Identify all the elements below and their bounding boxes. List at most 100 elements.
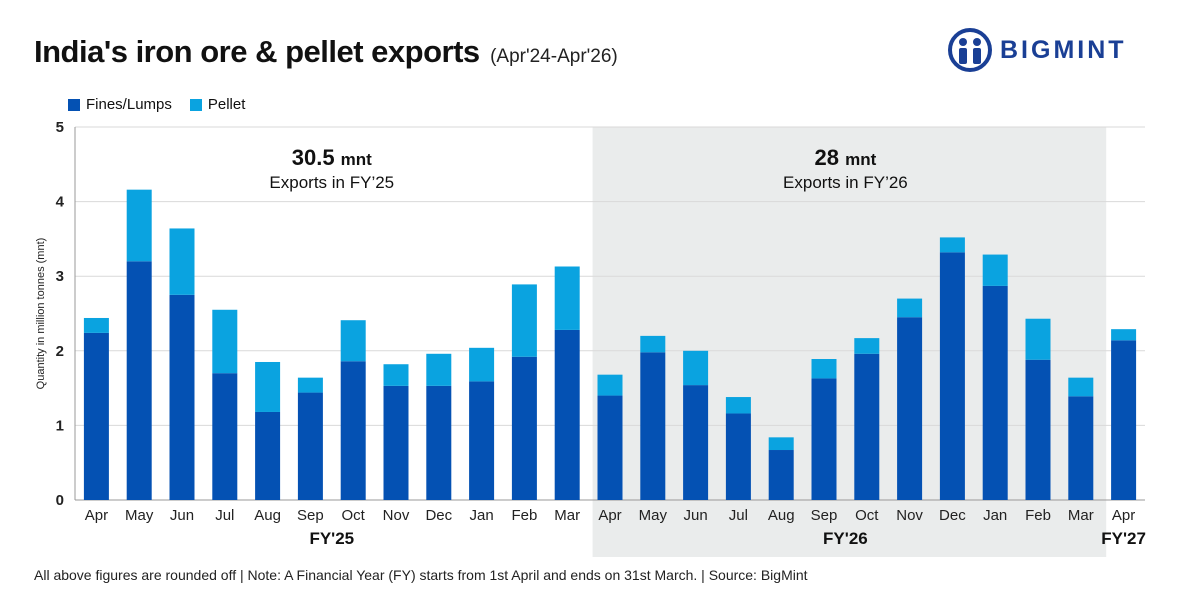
fines-bar: [982, 285, 1008, 500]
x-tick-label: Apr: [85, 507, 108, 524]
x-tick-label: Jun: [170, 507, 194, 524]
x-tick-label: May: [125, 507, 154, 524]
fines-bar: [640, 352, 666, 500]
legend-swatch-pellet: [189, 98, 202, 111]
fines-bar: [597, 395, 623, 500]
x-tick-label: Mar: [554, 507, 580, 524]
fines-bar: [255, 411, 281, 500]
x-tick-label: Apr: [1112, 507, 1135, 524]
x-tick-label: Dec: [939, 507, 966, 524]
fines-bar: [939, 252, 965, 500]
x-tick-label: Jul: [215, 507, 234, 524]
y-tick-label: 5: [56, 119, 64, 136]
fines-bar: [897, 317, 923, 500]
x-tick-label: Feb: [511, 507, 537, 524]
pellet-bar: [1025, 318, 1051, 360]
x-tick-label: Oct: [342, 507, 366, 524]
pellet-bar: [683, 350, 709, 386]
annotation-value: 28: [815, 145, 846, 170]
pellet-bar: [340, 320, 366, 362]
fines-bar: [725, 413, 751, 500]
legend-item-pellet: Pellet: [189, 96, 246, 113]
x-tick-label: Jun: [684, 507, 708, 524]
legend-label-fines: Fines/Lumps: [86, 96, 172, 113]
x-tick-label: May: [639, 507, 668, 524]
fines-bar: [340, 361, 366, 500]
pellet-bar: [511, 284, 537, 357]
pellet-bar: [640, 335, 666, 353]
fines-bar: [854, 353, 880, 500]
fines-bar: [426, 385, 452, 500]
pellet-bar: [212, 309, 238, 374]
pellet-bar: [169, 228, 195, 295]
y-axis-label: Quantity in million tonnes (mnt): [35, 238, 47, 390]
x-tick-label: Jul: [729, 507, 748, 524]
y-tick-label: 4: [56, 194, 65, 211]
x-tick-label: Nov: [896, 507, 923, 524]
x-tick-label: Sep: [811, 507, 838, 524]
annotation-unit: mnt: [845, 150, 877, 169]
pellet-bar: [426, 353, 452, 386]
x-tick-label: Feb: [1025, 507, 1051, 524]
fines-bar: [212, 373, 238, 500]
pellet-bar: [939, 237, 965, 253]
fy-period-label: FY'25: [309, 529, 354, 548]
y-tick-label: 3: [56, 268, 64, 285]
annotation-unit: mnt: [341, 150, 373, 169]
pellet-bar: [469, 347, 495, 382]
pellet-bar: [897, 298, 923, 318]
fines-bar: [554, 329, 580, 500]
fines-bar: [126, 261, 152, 500]
pellet-bar: [83, 317, 109, 333]
y-tick-label: 1: [56, 417, 64, 434]
title-row: India's iron ore & pellet exports (Apr'2…: [34, 34, 618, 70]
fines-bar: [768, 450, 794, 500]
x-tick-label: Apr: [598, 507, 621, 524]
legend-label-pellet: Pellet: [207, 96, 246, 113]
pellet-bar: [597, 374, 623, 396]
pellet-bar: [255, 361, 281, 412]
pellet-bar: [854, 338, 880, 354]
pellet-bar: [554, 266, 580, 330]
x-tick-label: Aug: [768, 507, 795, 524]
pellet-bar: [982, 254, 1008, 286]
logo-text: BIGMINT: [1000, 36, 1127, 64]
fines-bar: [1111, 340, 1137, 500]
fy-shade-region: [592, 127, 1107, 557]
pellet-bar: [1111, 329, 1137, 341]
annotation-text: Exports in FY’25: [269, 173, 394, 192]
fines-bar: [469, 381, 495, 500]
pellet-bar: [297, 377, 323, 393]
x-tick-label: Jan: [983, 507, 1007, 524]
x-tick-label: Mar: [1068, 507, 1094, 524]
pellet-bar: [1068, 377, 1094, 397]
chart-subtitle: (Apr'24-Apr'26): [490, 46, 618, 67]
bigmint-logo: BIGMINT: [948, 28, 1153, 72]
people-icon: [948, 28, 992, 72]
pellet-bar: [126, 189, 152, 262]
annotation-total: 28 mnt: [815, 145, 877, 170]
pellet-bar: [725, 397, 751, 414]
chart-title: India's iron ore & pellet exports: [34, 34, 480, 69]
fy-period-label: FY'27: [1101, 529, 1146, 548]
pellet-bar: [811, 359, 837, 379]
x-tick-label: Jan: [470, 507, 494, 524]
x-tick-label: Nov: [383, 507, 410, 524]
fines-bar: [297, 392, 323, 500]
y-tick-label: 0: [56, 492, 64, 509]
fines-bar: [169, 294, 195, 500]
x-tick-label: Sep: [297, 507, 324, 524]
legend-item-fines: Fines/Lumps: [68, 96, 172, 113]
fy-period-label: FY'26: [823, 529, 868, 548]
x-tick-label: Oct: [855, 507, 879, 524]
fines-bar: [683, 385, 709, 500]
pellet-bar: [768, 437, 794, 451]
annotation-value: 30.5: [292, 145, 341, 170]
y-tick-label: 2: [56, 343, 64, 360]
fines-bar: [811, 378, 837, 500]
x-tick-label: Dec: [425, 507, 452, 524]
fines-bar: [1068, 396, 1094, 500]
pellet-bar: [383, 364, 409, 386]
fines-bar: [383, 385, 409, 500]
